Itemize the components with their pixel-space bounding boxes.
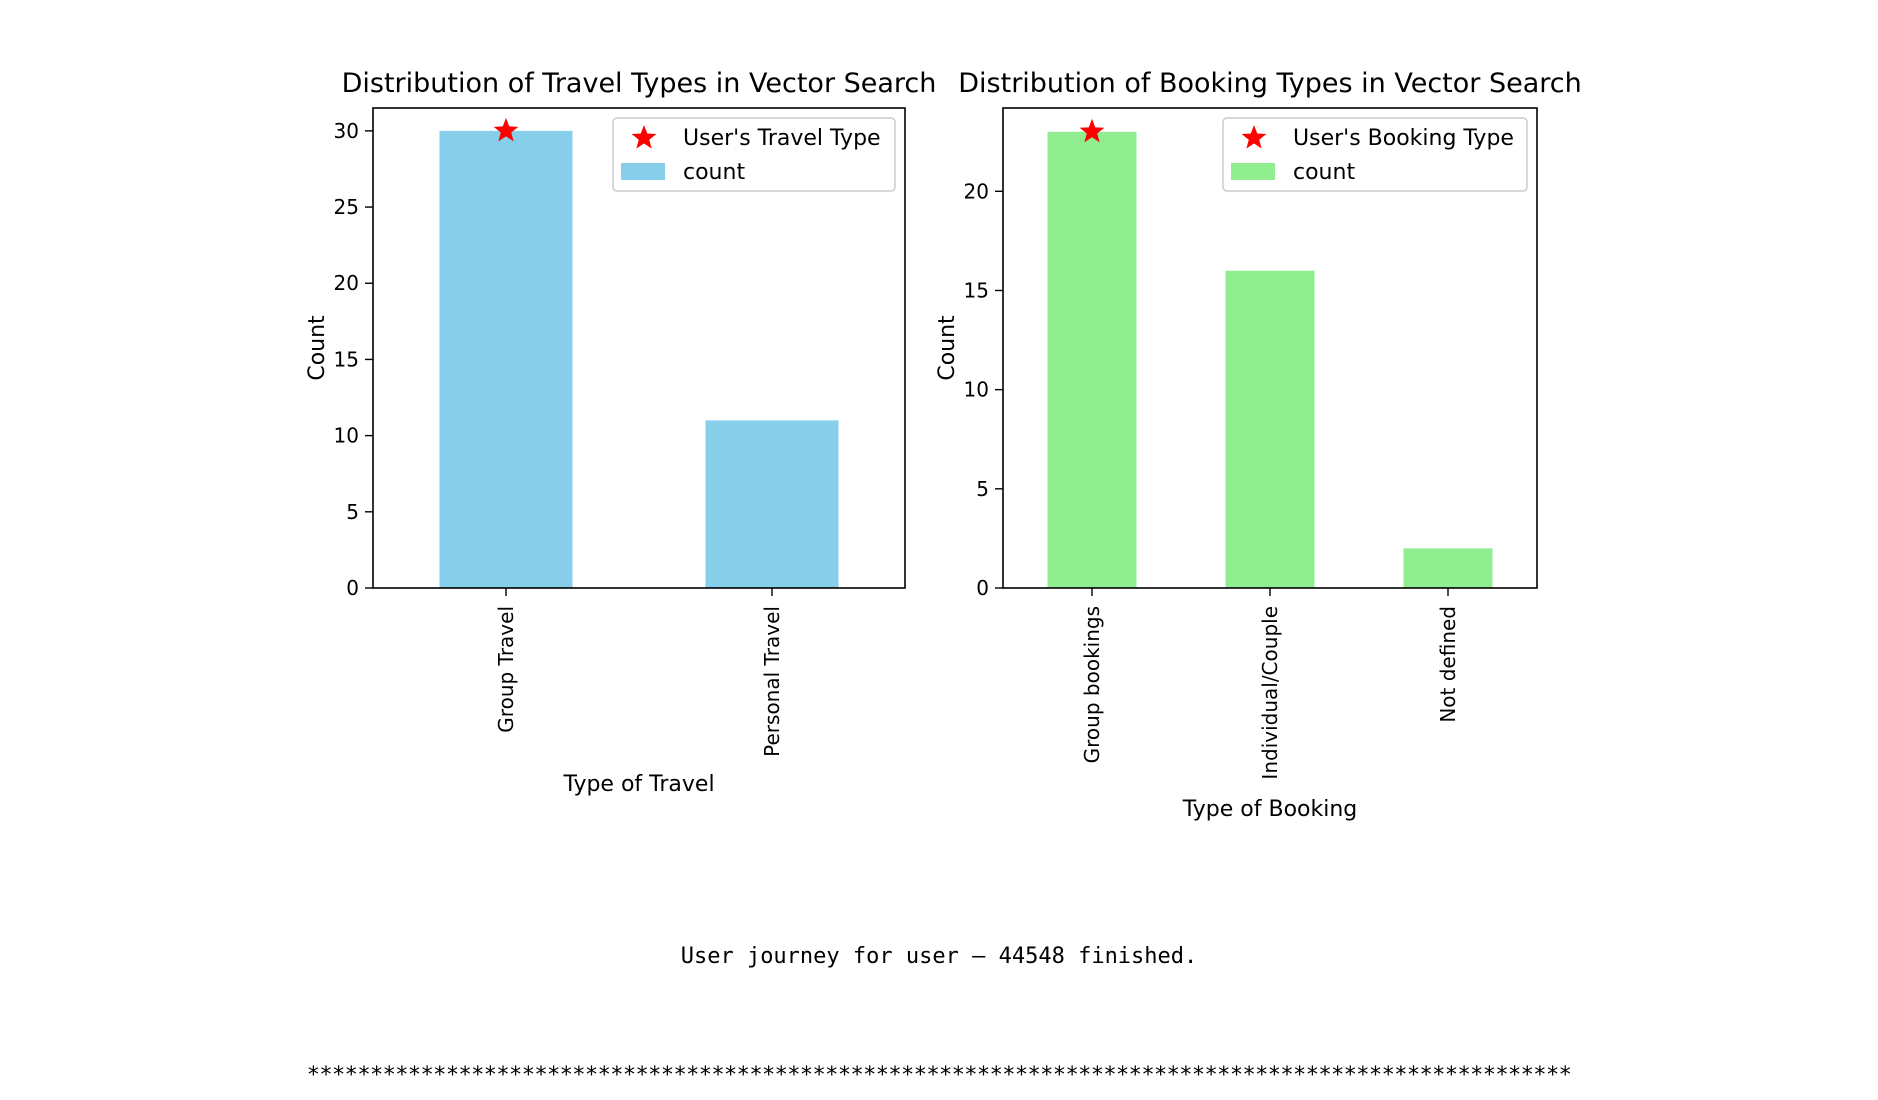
journey-finished-message: User journey for user – 44548 finished. (680, 944, 1198, 969)
chart1-legend-label-user: User's Travel Type (683, 126, 881, 151)
chart1-title: Distribution of Travel Types in Vector S… (342, 68, 937, 99)
chart1-x-axis-label: Type of Travel (562, 772, 714, 797)
chart2-title: Distribution of Booking Types in Vector … (958, 68, 1581, 99)
y-tick-label: 0 (346, 576, 359, 600)
chart2-x-axis-label: Type of Booking (1182, 797, 1358, 822)
y-tick-label: 0 (976, 576, 989, 600)
y-tick-label: 5 (346, 500, 359, 524)
chart2-legend-star-swatch (1241, 125, 1267, 149)
x-tick-label: Not defined (1436, 606, 1460, 723)
bar-not-defined (1403, 548, 1493, 588)
x-tick-label: Group bookings (1080, 606, 1104, 763)
y-tick-label: 15 (964, 278, 989, 302)
chart2-user-star-marker (1079, 118, 1105, 143)
y-tick-label: 10 (334, 424, 359, 448)
chart1-y-axis-label: Count (305, 315, 330, 381)
separator-line: ****************************************… (306, 1063, 1572, 1088)
y-tick-label: 30 (334, 119, 359, 143)
chart1-plot-frame (372, 107, 906, 589)
chart1-legend-star-swatch (631, 125, 657, 149)
bar-personal-travel (705, 420, 839, 588)
chart2-y-axis-label: Count (935, 315, 960, 381)
chart1-legend-label-series: count (683, 160, 745, 185)
y-tick-label: 25 (334, 195, 359, 219)
chart1-legend-bar-swatch (621, 163, 665, 180)
chart2-legend-label-user: User's Booking Type (1293, 126, 1514, 151)
y-tick-label: 20 (964, 179, 989, 203)
chart1-user-star-marker (493, 117, 519, 142)
chart2-legend-label-series: count (1293, 160, 1355, 185)
chart2-legend-bar-swatch (1231, 163, 1275, 180)
x-tick-label: Personal Travel (760, 606, 784, 757)
x-tick-label: Individual/Couple (1258, 606, 1282, 780)
y-tick-label: 10 (964, 378, 989, 402)
y-tick-label: 15 (334, 347, 359, 371)
bar-individual-couple (1225, 270, 1315, 588)
chart1-legend-box (612, 117, 896, 192)
y-tick-label: 5 (976, 477, 989, 501)
y-tick-label: 20 (334, 271, 359, 295)
bar-group-travel (439, 130, 573, 588)
x-tick-label: Group Travel (494, 606, 518, 733)
chart2-legend-box (1222, 117, 1528, 192)
bar-group-bookings (1047, 131, 1137, 589)
